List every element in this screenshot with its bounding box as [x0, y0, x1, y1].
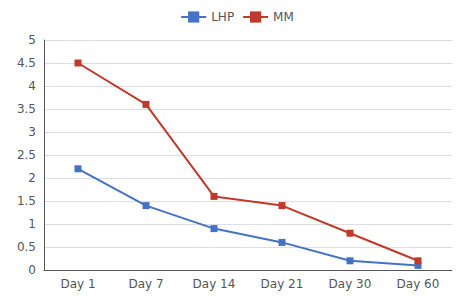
svg-text:Day 60: Day 60 [397, 277, 440, 291]
svg-text:2.5: 2.5 [17, 148, 36, 162]
svg-text:Day 1: Day 1 [60, 277, 95, 291]
svg-text:Day 7: Day 7 [128, 277, 163, 291]
svg-text:0.5: 0.5 [17, 240, 36, 254]
svg-text:2: 2 [28, 171, 36, 185]
svg-text:1.5: 1.5 [17, 194, 36, 208]
svg-text:3.5: 3.5 [17, 102, 36, 116]
svg-text:3: 3 [28, 125, 36, 139]
svg-text:1: 1 [28, 217, 36, 231]
svg-text:0: 0 [28, 263, 36, 277]
svg-text:Day 30: Day 30 [329, 277, 372, 291]
svg-text:Day 21: Day 21 [261, 277, 304, 291]
svg-text:4.5: 4.5 [17, 56, 36, 70]
svg-text:5: 5 [28, 33, 36, 47]
svg-text:Day 14: Day 14 [193, 277, 236, 291]
svg-text:4: 4 [28, 79, 36, 93]
svg-text:LHP: LHP [211, 10, 234, 24]
svg-text:MM: MM [273, 10, 294, 24]
